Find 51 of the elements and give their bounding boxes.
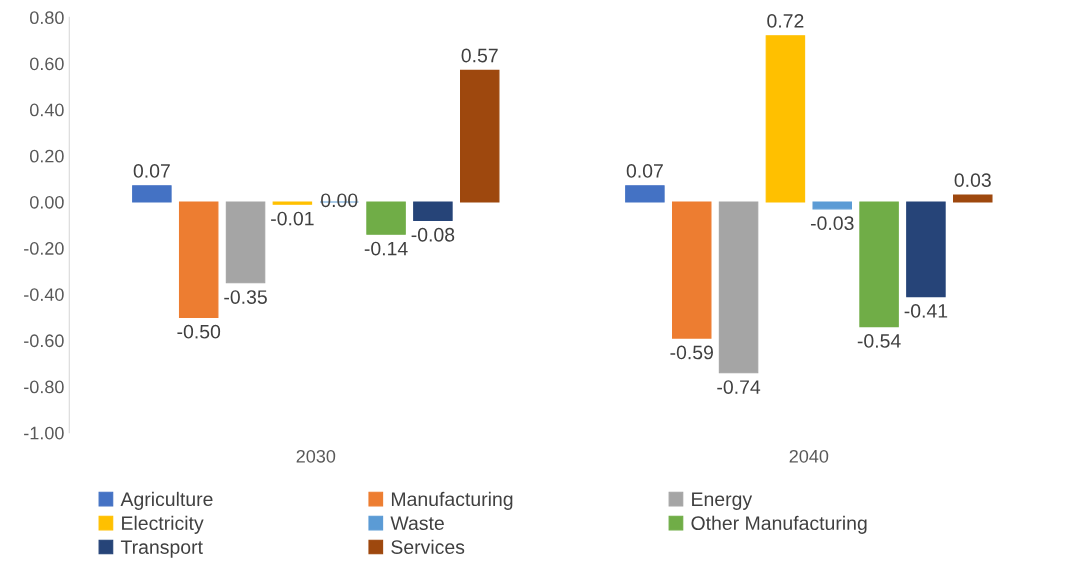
- data-label: -0.50: [177, 324, 221, 339]
- bar: [272, 201, 313, 205]
- y-tick-label: -0.60: [24, 334, 64, 348]
- legend-label: Electricity: [122, 515, 204, 534]
- legend-label: Energy: [692, 492, 753, 510]
- bar: [132, 185, 172, 203]
- data-label: -0.35: [224, 290, 267, 304]
- data-label: -0.08: [411, 227, 455, 242]
- y-tick-label: -0.80: [24, 380, 64, 394]
- bar: [366, 201, 406, 235]
- data-label: -0.54: [857, 334, 901, 348]
- bar: [413, 201, 453, 221]
- data-label: 0.72: [767, 13, 804, 28]
- data-label: 0.00: [321, 193, 358, 208]
- bar: [906, 201, 946, 298]
- bar: [718, 201, 759, 374]
- legend-label: Transport: [120, 540, 203, 558]
- bar: [671, 201, 712, 339]
- y-tick-label: -0.20: [24, 242, 64, 255]
- data-label: -0.03: [810, 216, 854, 231]
- bar: [225, 201, 266, 284]
- data-label: -0.01: [271, 211, 314, 226]
- y-tick-label: -1.00: [24, 426, 64, 440]
- y-tick-label: 0.80: [30, 11, 64, 25]
- data-label: -0.59: [670, 345, 713, 360]
- bar: [625, 185, 665, 203]
- bar: [178, 201, 219, 318]
- bar: [812, 201, 853, 210]
- data-label: -0.41: [904, 304, 948, 318]
- y-tick-label: 0.20: [30, 149, 64, 163]
- data-label: -0.74: [717, 380, 761, 394]
- bar: [765, 35, 806, 203]
- bar: [459, 69, 500, 203]
- legend-label: Waste: [390, 516, 444, 531]
- data-label: -0.14: [364, 241, 408, 256]
- y-tick-label: 0.00: [30, 195, 64, 209]
- data-label: 0.07: [626, 164, 663, 178]
- data-label: 0.57: [461, 48, 498, 63]
- legend-label: Other Manufacturing: [691, 515, 867, 534]
- y-tick-label: 0.60: [30, 57, 64, 71]
- bar: [859, 201, 899, 328]
- data-label: 0.03: [954, 173, 991, 188]
- x-tick-label: 2030: [296, 449, 336, 463]
- y-tick-label: -0.40: [24, 288, 64, 301]
- x-tick-label: 2040: [789, 449, 829, 463]
- legend-label: Services: [391, 539, 465, 554]
- bar: [952, 194, 993, 203]
- legend-label: Manufacturing: [391, 491, 513, 510]
- data-label: 0.07: [133, 164, 170, 178]
- y-tick-label: 0.40: [30, 103, 64, 117]
- legend-label: Agriculture: [120, 491, 213, 510]
